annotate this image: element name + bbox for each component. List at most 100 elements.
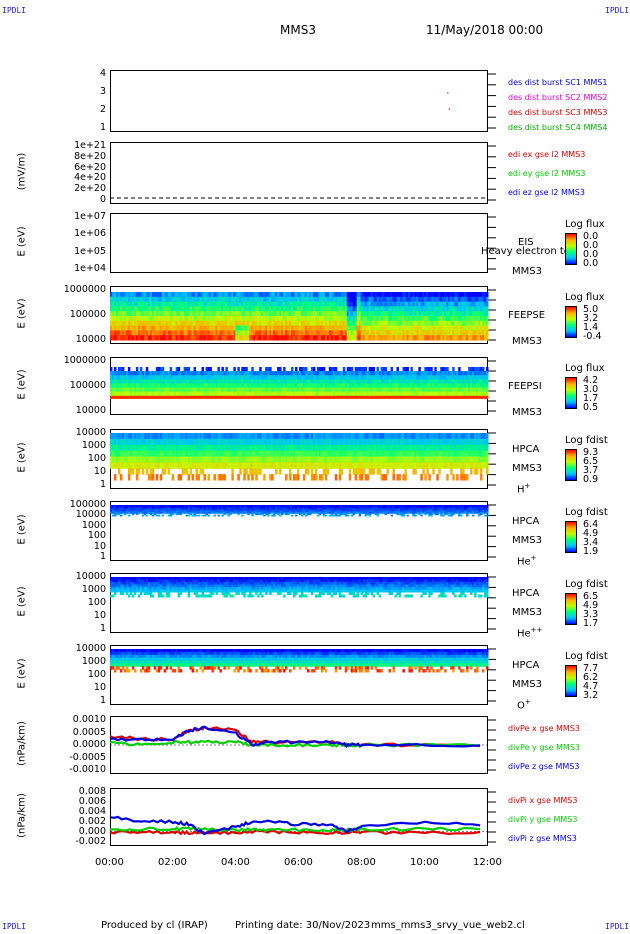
- spec-cell: [416, 330, 419, 336]
- spec-cell: [334, 444, 338, 452]
- spec-cell: [205, 395, 208, 399]
- spec-cell: [201, 301, 205, 307]
- spec-cell: [406, 438, 409, 446]
- spec-cell: [133, 505, 137, 507]
- spec-cell: [293, 438, 296, 446]
- legend-entry: des dist burst SC2 MMS2: [508, 93, 608, 102]
- spec-cell: [215, 433, 218, 440]
- spec-cell: [416, 387, 419, 393]
- spec-cell: [229, 330, 232, 336]
- spec-cell: [261, 292, 264, 298]
- spec-cell: [139, 438, 143, 446]
- spec-cell: [394, 296, 397, 303]
- spec-cell: [171, 316, 175, 322]
- spec-cell: [223, 474, 226, 481]
- spec-cell: [416, 462, 419, 469]
- spec-cell: [285, 391, 288, 397]
- spec-cell: [195, 379, 199, 384]
- spec-cell: [348, 395, 352, 399]
- spec-cell: [283, 325, 286, 331]
- spec-cell: [314, 456, 318, 463]
- spec-cell: [161, 379, 165, 384]
- spec-cell: [281, 311, 284, 317]
- spec-cell: [456, 444, 459, 452]
- spec-cell: [233, 311, 236, 317]
- spec-cell: [348, 335, 352, 341]
- spec-cell: [318, 395, 322, 399]
- spec-cell: [143, 510, 147, 513]
- spec-cell: [283, 395, 286, 399]
- spec-cell: [281, 462, 284, 469]
- spec-cell: [273, 316, 276, 322]
- spec-cell: [434, 383, 437, 389]
- spec-cell: [203, 306, 206, 312]
- spec-cell: [283, 379, 286, 384]
- y-tick-p2: 4e+20: [74, 172, 106, 184]
- spec-cell: [159, 311, 163, 317]
- spec-cell: [185, 468, 189, 475]
- spec-cell: [223, 383, 226, 389]
- spec-cell: [380, 387, 384, 393]
- spec-cell: [360, 367, 364, 372]
- spec-cell: [287, 330, 290, 336]
- spec-cell: [448, 387, 451, 393]
- spec-cell: [269, 391, 272, 397]
- spec-cell: [185, 367, 189, 372]
- spec-cell: [167, 511, 171, 514]
- spec-cell: [135, 391, 139, 397]
- spec-cell: [153, 306, 157, 312]
- spec-cell: [121, 507, 125, 510]
- spec-cell: [302, 474, 306, 481]
- spec-cell: [261, 444, 264, 452]
- spec-cell: [410, 325, 413, 331]
- spec-cell: [486, 325, 489, 331]
- spec-cell: [384, 292, 388, 298]
- spec-cell: [386, 391, 390, 397]
- spec-cell: [233, 444, 236, 452]
- spec-cell: [149, 505, 153, 507]
- spec-cell: [265, 371, 268, 376]
- spec-cell: [402, 301, 405, 307]
- spec-cell: [342, 296, 346, 303]
- spec-cell: [412, 391, 415, 397]
- spec-cell: [171, 456, 175, 463]
- spec-cell: [275, 456, 278, 463]
- spec-cell: [380, 395, 384, 399]
- spec-cell: [225, 311, 228, 317]
- spec-cell: [161, 511, 165, 514]
- spec-cell: [372, 306, 376, 312]
- spec-cell: [340, 311, 344, 317]
- spec-cell: [430, 301, 433, 307]
- spec-cell: [237, 301, 240, 307]
- spec-cell: [261, 296, 264, 303]
- spec-cell: [213, 325, 216, 331]
- spec-cell: [205, 371, 208, 376]
- spec-cell: [149, 506, 153, 509]
- spec-cell: [119, 474, 123, 481]
- spec-cell: [434, 375, 437, 380]
- spec-cell: [173, 511, 177, 514]
- spec-cell: [115, 325, 119, 331]
- spec-cell: [151, 330, 155, 336]
- spec-cell: [374, 395, 378, 399]
- spec-cell: [149, 383, 153, 389]
- spec-cell: [434, 379, 437, 384]
- spec-cell: [332, 462, 336, 469]
- spec-cell: [340, 438, 344, 446]
- spec-cell: [225, 462, 228, 469]
- spec-cell: [308, 433, 312, 440]
- spec-cell: [135, 511, 139, 514]
- spec-cell: [157, 444, 161, 452]
- spec-cell: [167, 335, 171, 341]
- spec-cell: [478, 325, 481, 331]
- spec-cell: [330, 325, 334, 331]
- spec-cell: [372, 387, 376, 393]
- spec-cell: [418, 316, 421, 322]
- spec-cell: [328, 462, 332, 469]
- spec-cell: [193, 391, 197, 397]
- spec-cell: [111, 296, 115, 303]
- spec-cell: [346, 306, 350, 312]
- spec-cell: [139, 383, 143, 389]
- spec-cell: [316, 375, 320, 380]
- spec-cell: [452, 433, 455, 440]
